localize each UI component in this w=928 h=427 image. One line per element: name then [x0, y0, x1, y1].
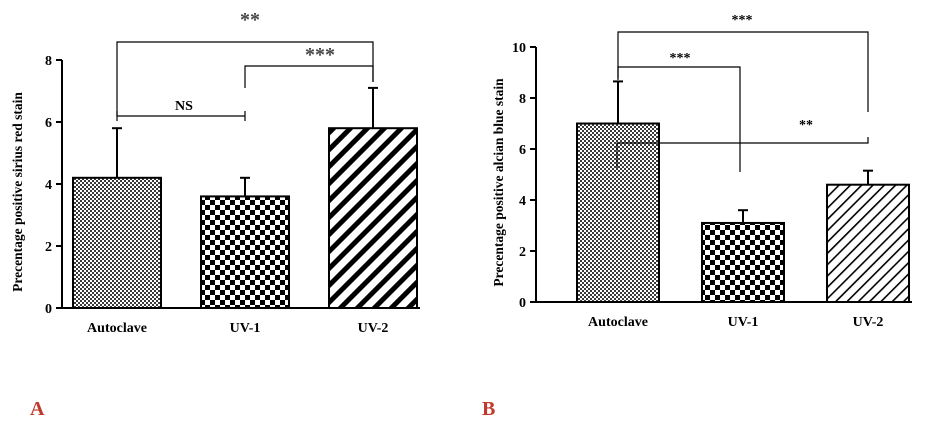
bar-uv-1 — [701, 221, 785, 303]
y-tick-label: 4 — [519, 194, 526, 209]
significance-label: *** — [732, 13, 753, 28]
significance-bracket — [617, 31, 869, 112]
y-tick-label: 8 — [45, 54, 52, 69]
chart-a: 0 2 4 6 8 Precentage positive sirius red stai… — [10, 9, 420, 336]
significance-label: ** — [799, 118, 813, 133]
bar-uv-1 — [200, 195, 290, 309]
bar-uv-2 — [826, 183, 910, 303]
bar-uv-2 — [328, 127, 418, 309]
y-tick-label: 6 — [519, 143, 526, 158]
bar-autoclave — [576, 122, 660, 303]
x-tick-label: UV-1 — [230, 321, 261, 336]
x-tick-label: UV-2 — [853, 315, 884, 330]
significance-label: *** — [305, 44, 335, 66]
x-tick-label: Autoclave — [588, 315, 648, 330]
bar-autoclave — [72, 176, 162, 309]
y-tick-label: 6 — [45, 116, 52, 131]
panel-label-a: A — [30, 398, 45, 420]
x-tick-label: UV-1 — [728, 315, 759, 330]
significance-bracket — [617, 66, 741, 172]
significance-bracket — [616, 137, 869, 168]
y-tick-label: 0 — [45, 302, 52, 317]
y-tick-label: 0 — [519, 296, 526, 311]
y-tick-label: 8 — [519, 92, 526, 107]
y-tick-label: 4 — [45, 178, 52, 193]
chart-b: 0 2 4 6 8 10 Precentage positive alcian blue s… — [491, 13, 912, 330]
significance-bracket — [116, 41, 374, 116]
significance-label: ** — [240, 9, 260, 31]
y-axis-label: Precentage positive alcian blue stain — [491, 78, 506, 287]
significance-bracket — [244, 65, 374, 88]
x-tick-label: UV-2 — [358, 321, 389, 336]
y-tick-label: 10 — [512, 41, 526, 56]
significance-bracket — [116, 111, 246, 121]
y-tick-label: 2 — [45, 240, 52, 255]
x-tick-label: Autoclave — [87, 321, 147, 336]
significance-label: NS — [175, 99, 193, 114]
significance-label: *** — [670, 51, 691, 66]
y-axis-label: Precentage positive sirius red stain — [10, 92, 25, 292]
y-tick-label: 2 — [519, 245, 526, 260]
panel-label-b: B — [482, 398, 496, 420]
